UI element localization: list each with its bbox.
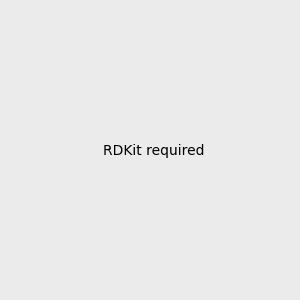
Text: RDKit required: RDKit required [103, 145, 205, 158]
